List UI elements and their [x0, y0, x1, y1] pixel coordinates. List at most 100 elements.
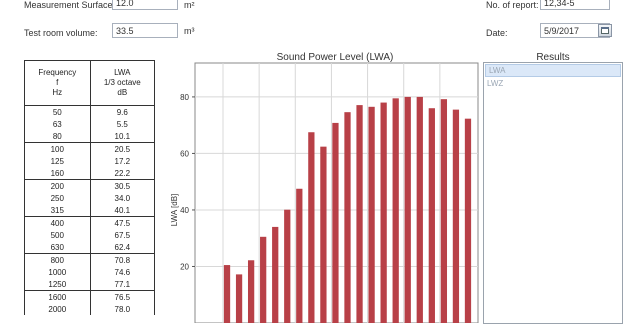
lwa-cell: 40.1 [89, 204, 156, 217]
frequency-cell: 50 [24, 105, 91, 118]
test-room-volume-input[interactable] [112, 23, 178, 38]
bar [332, 122, 339, 323]
date-input[interactable] [540, 23, 610, 38]
bar [416, 96, 423, 323]
frequency-cell: 63 [24, 118, 91, 130]
lwa-header-line: 1/3 octave [103, 78, 141, 87]
frequency-cell: 500 [24, 229, 91, 241]
test-room-volume-label: Test room volume: [24, 28, 98, 38]
lwa-cell: 70.8 [89, 253, 156, 266]
frequency-header-line: Hz [52, 88, 63, 97]
result-item[interactable]: LWA [485, 64, 621, 77]
table-row: 200 30.5 [24, 179, 156, 192]
bar [464, 118, 472, 323]
bar [223, 265, 231, 323]
lwa-cell: 5.5 [89, 118, 156, 130]
frequency-cell: 1250 [24, 278, 91, 291]
lwa-cell: 77.1 [89, 278, 156, 291]
bar [380, 102, 387, 323]
bar [368, 106, 375, 323]
lwa-cell: 76.5 [89, 290, 156, 303]
table-row: 2000 78.0 [24, 303, 156, 315]
lwa-cell: 9.6 [89, 105, 156, 118]
table-row: 100 20.5 [24, 142, 156, 155]
bar [272, 226, 279, 323]
table-row: 125 17.2 [24, 155, 156, 167]
sound-power-chart: 20 40 60 80 LWA [dB] [170, 62, 479, 323]
lwa-header: LWA 1/3 octave dB [89, 60, 156, 106]
bar [440, 99, 448, 323]
y-tick-label: 60 [180, 149, 189, 158]
lwa-cell: 34.0 [89, 192, 156, 204]
measurement-surface-input[interactable] [112, 0, 178, 10]
table-row: 500 67.5 [24, 229, 156, 241]
bar [260, 236, 267, 323]
bar [452, 109, 460, 323]
y-tick-label: 40 [180, 206, 189, 215]
frequency-cell: 80 [24, 130, 91, 143]
bar [320, 146, 327, 323]
frequency-cell: 250 [24, 192, 91, 204]
table-row: 160 22.2 [24, 167, 156, 180]
bar [344, 112, 351, 323]
y-tick-label: 20 [180, 262, 189, 271]
frequency-cell: 2000 [24, 303, 91, 315]
frequency-header-line: f [56, 78, 59, 87]
frequency-cell: 1000 [24, 266, 91, 278]
frequency-cell: 125 [24, 155, 91, 167]
table-row: 250 34.0 [24, 192, 156, 204]
frequency-cell: 315 [24, 204, 91, 217]
measurement-surface-unit: m² [184, 0, 195, 10]
bar [247, 260, 255, 323]
results-list[interactable]: LWA LWZ [483, 62, 623, 324]
table-row: 800 70.8 [24, 253, 156, 266]
bar [404, 96, 411, 323]
bar [284, 209, 291, 323]
table-row: 1600 76.5 [24, 290, 156, 303]
calendar-icon[interactable] [598, 24, 612, 37]
table-row: 315 40.1 [24, 204, 156, 217]
lwa-cell: 62.4 [89, 241, 156, 254]
bar [296, 188, 303, 323]
lwa-header-line: LWA [114, 68, 131, 77]
frequency-cell: 800 [24, 253, 91, 266]
frequency-header: Frequency f Hz [24, 60, 91, 106]
table-row: 50 9.6 [24, 105, 156, 118]
report-number-label: No. of report: [486, 0, 539, 10]
lwa-cell: 20.5 [89, 142, 156, 155]
measurement-surface-label: Measurement Surface: [24, 0, 116, 10]
bar [428, 108, 435, 323]
test-room-volume-unit: m³ [184, 26, 195, 36]
lwa-header-line: dB [117, 88, 128, 97]
report-number-input[interactable] [540, 0, 610, 10]
table-row: 630 62.4 [24, 241, 156, 254]
lwa-cell: 22.2 [89, 167, 156, 180]
frequency-table: Frequency f Hz LWA 1/3 octave dB 50 9.6 63… [24, 60, 156, 315]
bar [235, 274, 243, 323]
lwa-cell: 67.5 [89, 229, 156, 241]
table-row: 1000 74.6 [24, 266, 156, 278]
result-item[interactable]: LWZ [487, 79, 504, 88]
y-axis-label: LWA [dB] [170, 194, 179, 226]
frequency-cell: 630 [24, 241, 91, 254]
frequency-cell: 100 [24, 142, 91, 155]
bar [356, 105, 363, 323]
frequency-cell: 160 [24, 167, 91, 180]
frequency-cell: 1600 [24, 290, 91, 303]
lwa-cell: 30.5 [89, 179, 156, 192]
table-row: 1250 77.1 [24, 278, 156, 291]
frequency-cell: 200 [24, 179, 91, 192]
lwa-cell: 10.1 [89, 130, 156, 143]
lwa-cell: 47.5 [89, 216, 156, 229]
bar [392, 98, 399, 323]
y-tick-label: 80 [180, 93, 189, 102]
frequency-cell: 400 [24, 216, 91, 229]
frequency-header-line: Frequency [38, 68, 77, 77]
bar [308, 132, 315, 323]
table-row: 400 47.5 [24, 216, 156, 229]
lwa-cell: 17.2 [89, 155, 156, 167]
lwa-cell: 74.6 [89, 266, 156, 278]
results-title: Results [536, 52, 570, 63]
table-row: 63 5.5 [24, 118, 156, 130]
chart-title: Sound Power Level (LWA) [276, 52, 394, 63]
